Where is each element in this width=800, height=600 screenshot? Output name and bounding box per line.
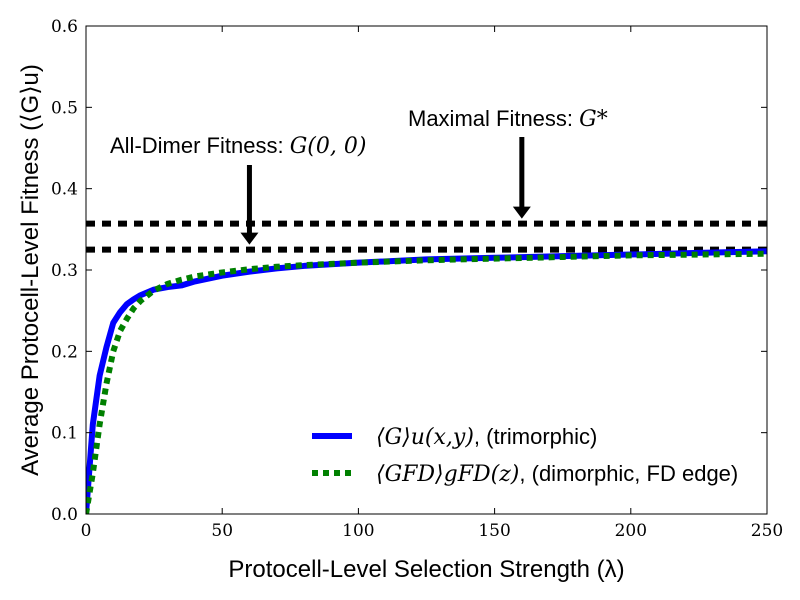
annotation-arrowhead	[512, 206, 531, 219]
x-axis-label: Protocell-Level Selection Strength (λ)	[228, 556, 624, 583]
x-tick-label: 200	[615, 521, 647, 541]
annotation-text: All-Dimer Fitness: G(0, 0)	[110, 133, 366, 159]
y-axis-ticks: 0.0 0.1 0.2 0.3 0.4 0.5 0.6	[51, 17, 767, 525]
legend-entry: ⟨G⟩u(x,y), (trimorphic)	[376, 424, 597, 450]
x-tick-label: 50	[211, 521, 233, 541]
series-layer	[86, 248, 767, 514]
y-tick-label: 0.4	[51, 180, 78, 200]
y-tick-label: 0.5	[51, 98, 78, 118]
annotation-text: Maximal Fitness: G*	[408, 106, 608, 132]
y-tick-label: 0.1	[51, 424, 78, 444]
y-tick-label: 0.3	[51, 261, 78, 281]
annotation-arrowhead	[240, 232, 259, 245]
x-tick-label: 250	[751, 521, 783, 541]
y-tick-label: 0.0	[51, 505, 78, 525]
x-tick-label: 0	[81, 521, 92, 541]
reference-lines	[86, 220, 767, 253]
x-axis-ticks: 0 50 100 150 200 250	[81, 26, 783, 541]
x-tick-label: 150	[478, 521, 510, 541]
legend-entry: ⟨GFD⟩gFD(z), (dimorphic, FD edge)	[376, 461, 738, 487]
y-tick-label: 0.2	[51, 342, 78, 362]
annotations: Maximal Fitness: G* All-Dimer Fitness: G(…	[110, 106, 608, 245]
y-axis-label: Average Protocell-Level Fitness (⟨G⟩u)	[17, 64, 44, 476]
legend: ⟨G⟩u(x,y), (trimorphic) ⟨GFD⟩gFD(z), (dim…	[312, 424, 738, 487]
series-line-dimorphic	[86, 250, 767, 514]
y-tick-label: 0.6	[51, 17, 78, 37]
x-tick-label: 100	[342, 521, 374, 541]
